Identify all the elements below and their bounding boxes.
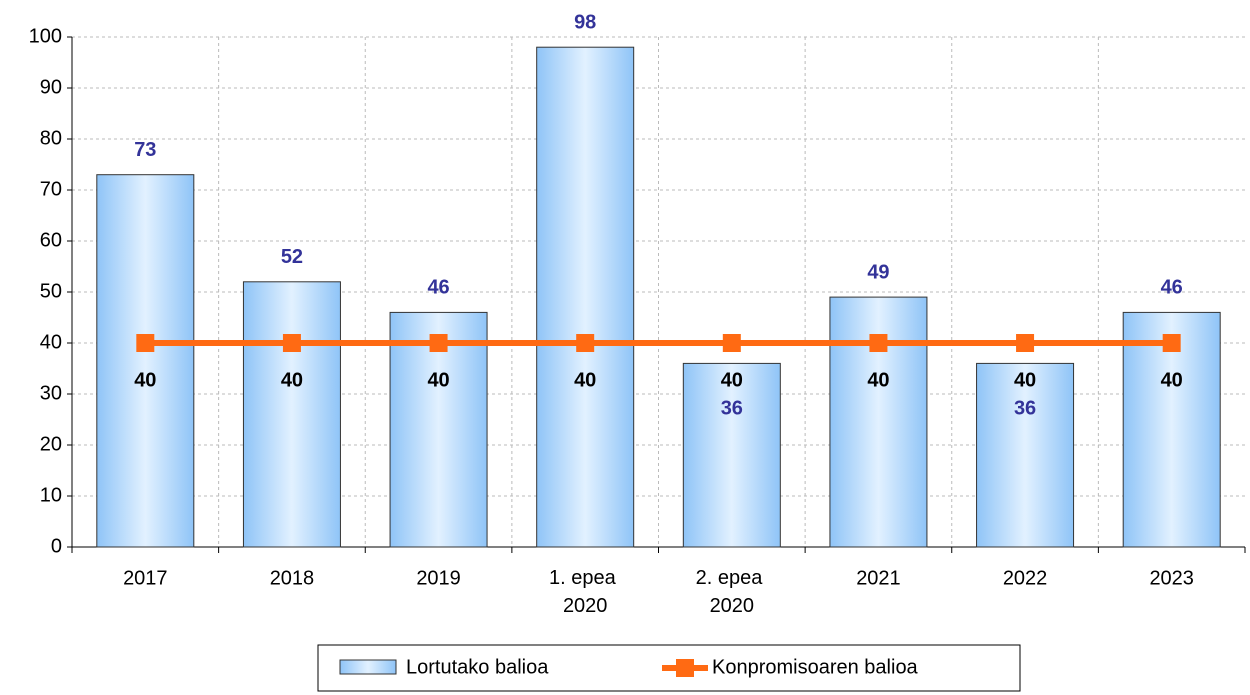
bar (96, 174, 195, 548)
line-marker (282, 334, 301, 352)
bar (682, 362, 781, 548)
line-marker (429, 334, 448, 352)
line-value-label: 40 (721, 369, 743, 391)
line-marker (576, 334, 595, 352)
x-tick-label: 2018 (270, 567, 315, 589)
bar (242, 281, 341, 548)
y-tick-label: 70 (40, 178, 62, 200)
bar (536, 46, 635, 548)
line-marker (722, 334, 741, 352)
line-marker (1162, 334, 1181, 352)
legend-swatch (339, 659, 397, 675)
y-tick-label: 60 (40, 229, 62, 251)
line-value-label: 40 (281, 369, 303, 391)
bar-value-label: 52 (281, 246, 303, 268)
x-tick-label: 2019 (416, 567, 461, 589)
y-tick-label: 10 (40, 484, 62, 506)
bar-value-label: 73 (134, 139, 156, 161)
line-value-label: 40 (427, 369, 449, 391)
line-marker (869, 334, 888, 352)
bar-value-label: 49 (867, 261, 889, 283)
y-tick-label: 90 (40, 76, 62, 98)
bar-value-label: 46 (1161, 277, 1183, 299)
y-tick-label: 100 (29, 25, 62, 47)
bar (976, 362, 1075, 548)
y-tick-label: 20 (40, 433, 62, 455)
legend-marker (676, 659, 694, 677)
bar-value-label: 36 (1014, 397, 1036, 419)
y-tick-label: 0 (51, 535, 62, 557)
y-tick-label: 50 (40, 280, 62, 302)
bar-value-label: 36 (721, 397, 743, 419)
line-marker (136, 334, 155, 352)
legend-label: Konpromisoaren balioa (712, 656, 919, 678)
x-tick-label: 2017 (123, 567, 168, 589)
y-tick-label: 80 (40, 127, 62, 149)
x-tick-label: 2. epea 2020 (696, 567, 768, 617)
x-tick-label: 2021 (856, 567, 901, 589)
legend-label: Lortutako balioa (406, 656, 549, 678)
y-tick-label: 40 (40, 331, 62, 353)
line-marker (1016, 334, 1035, 352)
line-value-label: 40 (574, 369, 596, 391)
x-tick-label: 1. epea 2020 (549, 567, 621, 617)
line-value-label: 40 (1161, 369, 1183, 391)
x-tick-label: 2022 (1003, 567, 1048, 589)
line-value-label: 40 (1014, 369, 1036, 391)
y-tick-label: 30 (40, 382, 62, 404)
bar-value-label: 46 (427, 277, 449, 299)
x-tick-label: 2023 (1149, 567, 1194, 589)
line-value-label: 40 (134, 369, 156, 391)
line-value-label: 40 (867, 369, 889, 391)
bar-value-label: 98 (574, 11, 596, 33)
